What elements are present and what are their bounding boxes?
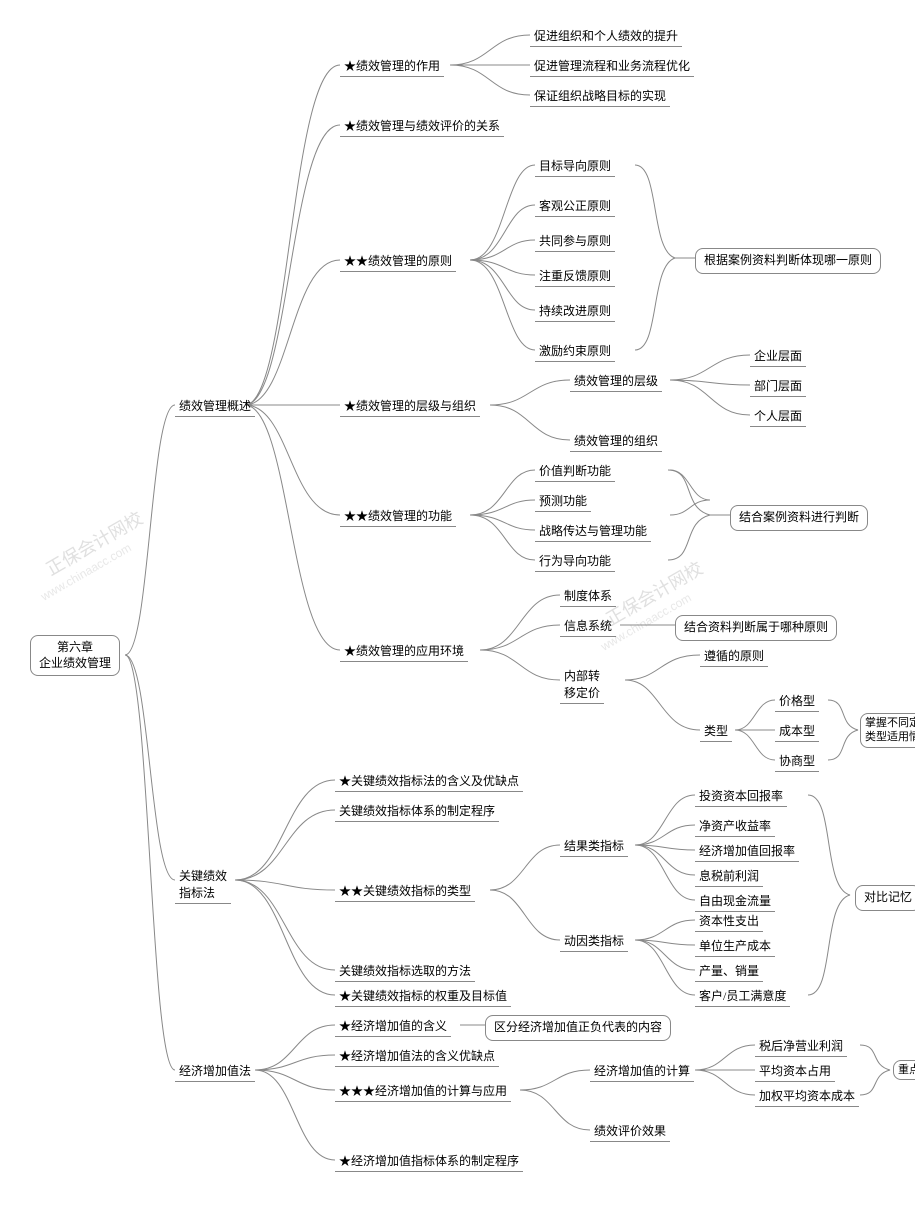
leaf: 促进管理流程和业务流程优化: [530, 55, 694, 77]
branch-kpi: 关键绩效 指标法: [175, 865, 231, 904]
node-levels: ★绩效管理的层级与组织: [340, 395, 480, 417]
leaf: 促进组织和个人绩效的提升: [530, 25, 682, 47]
leaf: 动因类指标: [560, 930, 628, 952]
branch-overview: 绩效管理概述: [175, 395, 255, 417]
leaf: 信息系统: [560, 615, 616, 637]
leaf: 部门层面: [750, 375, 806, 397]
root-line2: 企业绩效管理: [39, 656, 111, 670]
leaf: 协商型: [775, 750, 819, 772]
node-kpi-type: ★★关键绩效指标的类型: [335, 880, 475, 902]
leaf: 保证组织战略目标的实现: [530, 85, 670, 107]
note-compare: 对比记忆: [855, 885, 915, 911]
leaf: 平均资本占用: [755, 1060, 835, 1082]
leaf: 绩效管理的组织: [570, 430, 662, 452]
leaf: 成本型: [775, 720, 819, 742]
leaf: 投资资本回报率: [695, 785, 787, 807]
leaf: 持续改进原则: [535, 300, 615, 322]
leaf: 共同参与原则: [535, 230, 615, 252]
note-principles: 根据案例资料判断体现哪一原则: [695, 248, 881, 274]
leaf: 价值判断功能: [535, 460, 615, 482]
node-role: ★绩效管理的作用: [340, 55, 444, 77]
node-kpi-weight: ★关键绩效指标的权重及目标值: [335, 985, 511, 1007]
node-eva-adv: ★经济增加值法的含义优缺点: [335, 1045, 499, 1067]
node-functions: ★★绩效管理的功能: [340, 505, 456, 527]
node-relation: ★绩效管理与绩效评价的关系: [340, 115, 504, 137]
leaf: 自由现金流量: [695, 890, 775, 912]
leaf: 目标导向原则: [535, 155, 615, 177]
node-kpi-def: ★关键绩效指标法的含义及优缺点: [335, 770, 523, 792]
note-info: 结合资料判断属于哪种原则: [675, 615, 837, 641]
note-eva: 区分经济增加值正负代表的内容: [485, 1015, 671, 1041]
node-kpi-select: 关键绩效指标选取的方法: [335, 960, 475, 982]
leaf: 经济增加值回报率: [695, 840, 799, 862]
leaf: 战略传达与管理功能: [535, 520, 651, 542]
leaf: 个人层面: [750, 405, 806, 427]
leaf: 资本性支出: [695, 910, 763, 932]
node-eva-proc: ★经济增加值指标体系的制定程序: [335, 1150, 523, 1172]
node-environment: ★绩效管理的应用环境: [340, 640, 468, 662]
note-key: 重点、易考内容: [893, 1060, 915, 1080]
leaf: 客观公正原则: [535, 195, 615, 217]
leaf: 内部转 移定价: [560, 665, 604, 704]
leaf: 制度体系: [560, 585, 616, 607]
branch-eva: 经济增加值法: [175, 1060, 255, 1082]
leaf: 遵循的原则: [700, 645, 768, 667]
leaf: 价格型: [775, 690, 819, 712]
leaf: 预测功能: [535, 490, 591, 512]
leaf: 行为导向功能: [535, 550, 615, 572]
leaf: 类型: [700, 720, 732, 742]
node-kpi-proc: 关键绩效指标体系的制定程序: [335, 800, 499, 822]
mindmap-container: 正保会计网校 www.chinaacc.com 正保会计网校 www.china…: [10, 10, 915, 1215]
leaf: 绩效管理的层级: [570, 370, 662, 392]
note-pricing: 掌握不同定价 类型适用情况: [860, 713, 915, 748]
leaf: 经济增加值的计算: [590, 1060, 694, 1082]
leaf: 净资产收益率: [695, 815, 775, 837]
leaf: 产量、销量: [695, 960, 763, 982]
leaf: 息税前利润: [695, 865, 763, 887]
leaf: 注重反馈原则: [535, 265, 615, 287]
leaf: 客户/员工满意度: [695, 985, 790, 1007]
leaf: 结果类指标: [560, 835, 628, 857]
leaf: 绩效评价效果: [590, 1120, 670, 1142]
leaf: 企业层面: [750, 345, 806, 367]
note-functions: 结合案例资料进行判断: [730, 505, 868, 531]
node-eva-def: ★经济增加值的含义: [335, 1015, 451, 1037]
leaf: 激励约束原则: [535, 340, 615, 362]
node-principles: ★★绩效管理的原则: [340, 250, 456, 272]
root-line1: 第六章: [57, 640, 93, 654]
leaf: 税后净营业利润: [755, 1035, 847, 1057]
node-eva-calc: ★★★经济增加值的计算与应用: [335, 1080, 511, 1102]
leaf: 加权平均资本成本: [755, 1085, 859, 1107]
leaf: 单位生产成本: [695, 935, 775, 957]
root-node: 第六章 企业绩效管理: [30, 635, 120, 676]
